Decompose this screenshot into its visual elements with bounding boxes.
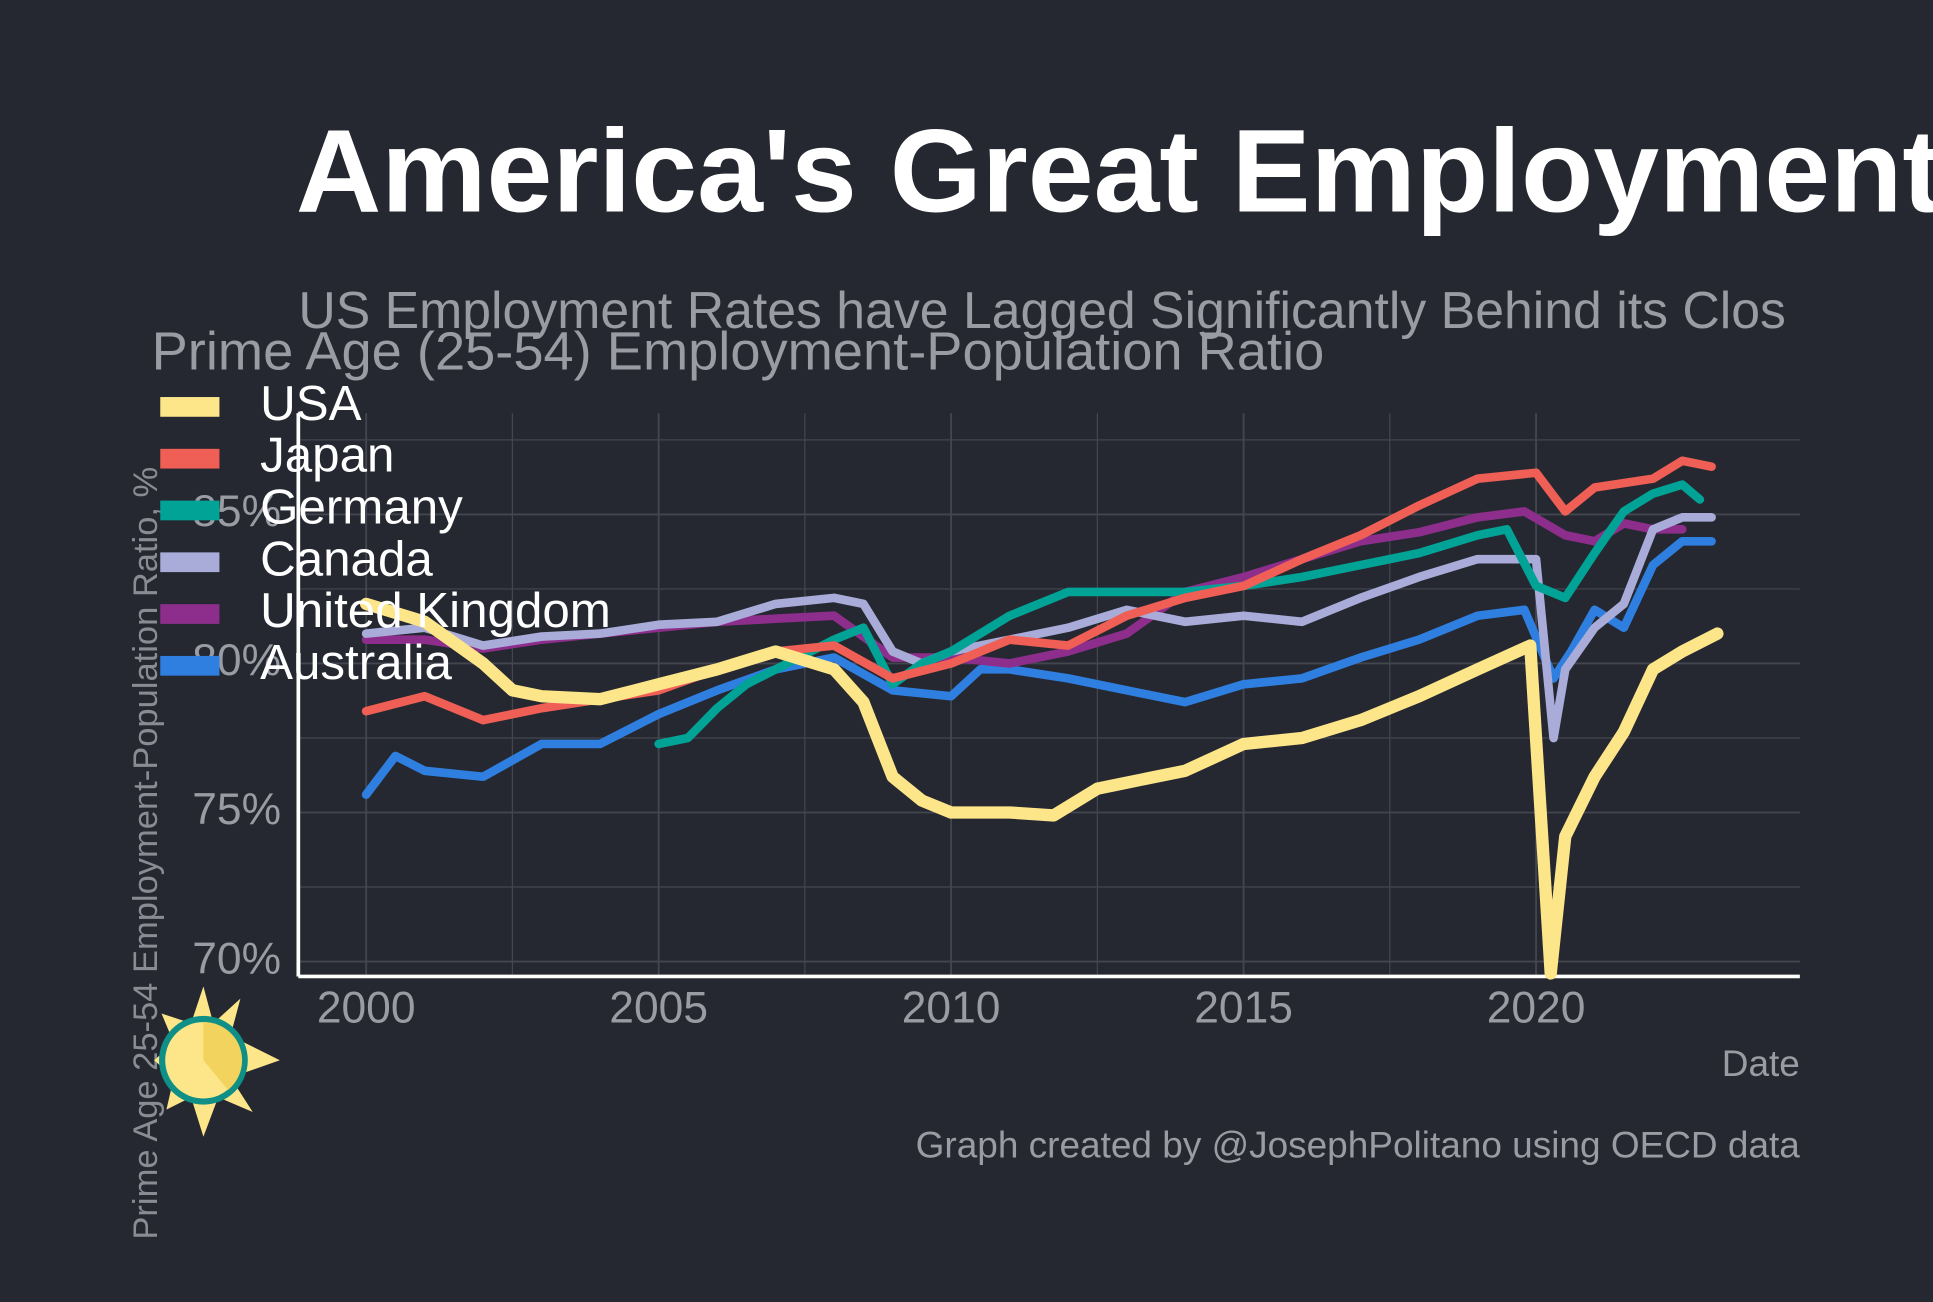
legend-swatch — [160, 448, 220, 469]
x-tick-label: 2005 — [609, 984, 708, 1033]
legend-label: Australia — [260, 635, 452, 690]
y-axis-label: Prime Age 25-54 Employment-Population Ra… — [127, 467, 165, 1240]
line-series — [361, 513, 1716, 743]
x-axis-label: Date — [1722, 1043, 1800, 1084]
legend-label: USA — [260, 376, 361, 431]
chart-title: America's Great Employment — [296, 105, 1933, 237]
legend-swatch — [160, 655, 220, 676]
x-tick-label: 2015 — [1194, 984, 1293, 1033]
x-tick-label: 2000 — [317, 984, 416, 1033]
y-tick-label: 75% — [192, 785, 281, 834]
caption: Graph created by @JosephPolitano using O… — [916, 1125, 1801, 1166]
line-series — [361, 536, 1716, 799]
legend-swatch — [160, 397, 220, 417]
legend-label: Germany — [260, 479, 463, 534]
sun-logo — [154, 986, 280, 1137]
plot-title: Prime Age (25-54) Employment-Population … — [152, 321, 1325, 381]
legend-label: Japan — [260, 428, 394, 483]
legend-swatch — [160, 500, 220, 521]
y-tick-label: 70% — [192, 934, 281, 983]
legend-label: Canada — [260, 531, 433, 586]
chart-subtitle: US Employment Rates have Lagged Signific… — [298, 281, 1786, 339]
x-tick-label: 2020 — [1487, 984, 1586, 1033]
line-series — [359, 597, 1724, 980]
legend-swatch — [160, 604, 220, 624]
legend-label: United Kingdom — [260, 583, 611, 638]
x-tick-label: 2010 — [902, 984, 1001, 1033]
legend-swatch — [160, 552, 220, 573]
